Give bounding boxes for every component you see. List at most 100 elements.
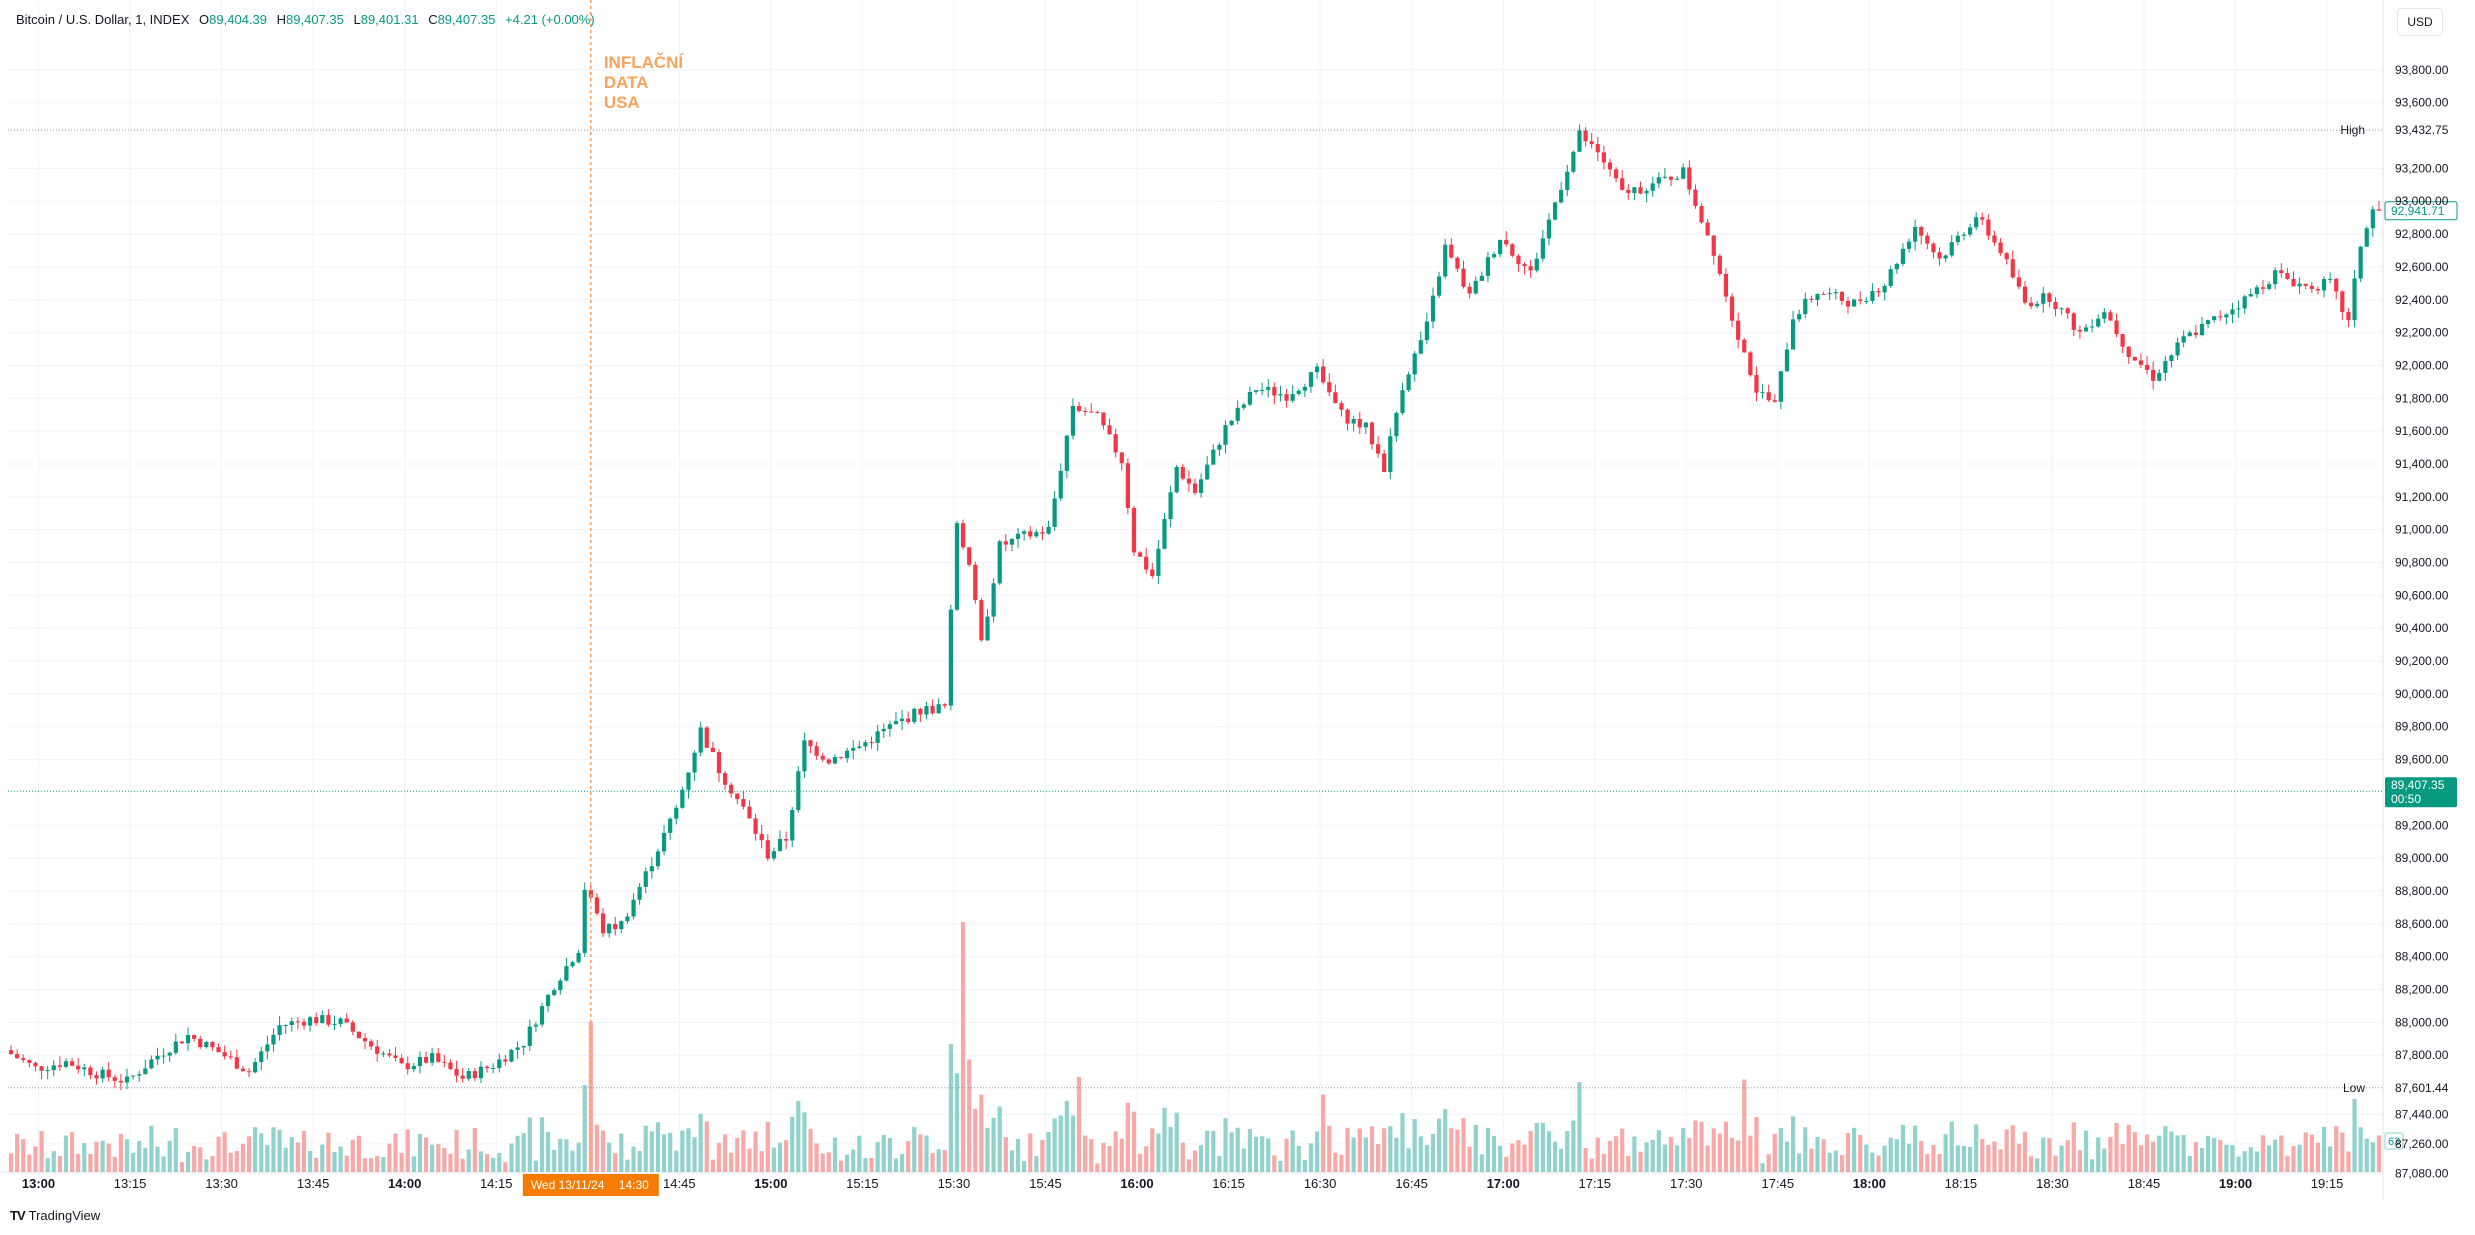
candle-body: [2175, 342, 2180, 356]
low-label: L: [353, 12, 361, 27]
volume-bar: [1736, 1140, 1741, 1172]
date-label: Wed 13/11/24: [531, 1178, 605, 1192]
high-value: 89,407.35: [286, 12, 344, 27]
candle-body: [1009, 538, 1015, 545]
candle-body: [539, 1006, 545, 1025]
candle-body: [582, 889, 587, 953]
candle-body: [1089, 411, 1094, 413]
volume-bar: [997, 1106, 1002, 1172]
open-value: 89,404.39: [209, 12, 267, 27]
candle-body: [1369, 422, 1375, 445]
candle-body: [1382, 453, 1387, 473]
volume-bar: [875, 1142, 880, 1172]
volume-bar: [1876, 1155, 1881, 1172]
candle-body: [1321, 366, 1326, 383]
volume-bar: [472, 1128, 477, 1172]
candle-body: [423, 1056, 429, 1063]
candle-body: [2090, 326, 2095, 328]
candle-body: [1589, 141, 1594, 145]
candle-body: [1473, 280, 1478, 294]
volume-bar: [1272, 1155, 1277, 1172]
candle-body: [887, 724, 892, 729]
candle-body: [1168, 492, 1173, 520]
candle-body: [106, 1069, 111, 1078]
volume-bar: [1821, 1139, 1826, 1172]
volume-bar: [100, 1140, 105, 1172]
volume-bar: [1064, 1100, 1069, 1172]
volume-bar: [1345, 1127, 1350, 1172]
volume-bar: [2138, 1145, 2144, 1172]
volume-bar: [399, 1152, 404, 1172]
volume-bar: [2285, 1155, 2290, 1172]
volume-bar: [918, 1134, 923, 1172]
price-axis[interactable]: 93,800.00 93,600.00 93,200.00 93,000.00 92,8…: [2395, 63, 2449, 1181]
volume-bar: [668, 1132, 673, 1172]
candle-body: [2279, 270, 2284, 274]
time-tick-label: 18:30: [2036, 1176, 2069, 1191]
volume-bar: [704, 1121, 709, 1172]
time-tick-label: 17:00: [1487, 1176, 1520, 1191]
volume-bar: [1162, 1107, 1167, 1172]
volume-bar: [747, 1148, 752, 1172]
candle-body: [1845, 300, 1851, 307]
candle-body: [1235, 407, 1240, 421]
currency-button[interactable]: USD: [2397, 8, 2443, 36]
candle-body: [2340, 291, 2345, 313]
volume-bar: [1070, 1115, 1076, 1172]
candle-body: [936, 704, 941, 714]
candle-body: [399, 1057, 404, 1064]
volume-bar: [15, 1133, 20, 1172]
candle-body: [1028, 531, 1033, 537]
candle-body: [1797, 314, 1802, 320]
volume-bar: [76, 1153, 81, 1172]
volume-bar: [436, 1144, 441, 1172]
volume-bar: [2016, 1143, 2021, 1172]
volume-bar: [954, 1073, 960, 1172]
volume-bar: [1687, 1137, 1692, 1172]
candle-body: [1980, 217, 1985, 220]
volume-bar: [631, 1146, 636, 1172]
volume-bar: [381, 1157, 386, 1172]
volume-bar: [1662, 1144, 1668, 1172]
volume-bar: [448, 1153, 453, 1172]
candle-body: [1784, 349, 1790, 372]
low-value: 89,401.31: [360, 12, 419, 27]
volume-bar: [637, 1150, 642, 1172]
volume-bar: [1974, 1124, 1979, 1172]
close-label: C: [428, 12, 438, 27]
candle-body: [600, 913, 606, 934]
volume-bar: [1113, 1131, 1118, 1172]
legend-header: Bitcoin / U.S. Dollar, 1, INDEX O89,404.…: [16, 12, 595, 27]
candle-body: [2138, 360, 2144, 365]
candle-body: [222, 1052, 227, 1057]
volume-bar: [1369, 1126, 1375, 1172]
volume-bar: [1205, 1130, 1210, 1172]
candle-body: [15, 1053, 20, 1059]
tradingview-logo[interactable]: TV TradingView: [10, 1208, 100, 1223]
volume-bar: [960, 922, 966, 1172]
volume-bar: [1552, 1141, 1558, 1172]
candle-body: [1992, 235, 1997, 243]
volume-bar: [1992, 1141, 1997, 1172]
candle-body: [1534, 258, 1539, 271]
crosshair-price-value: 92,941.71: [2391, 204, 2445, 218]
candle-body: [149, 1059, 154, 1069]
candle-body: [1693, 189, 1698, 206]
time-tick-label: 18:45: [2128, 1176, 2161, 1191]
candle-body: [826, 759, 831, 764]
volume-bar: [192, 1146, 197, 1172]
candle-body: [631, 899, 636, 917]
candle-body: [753, 818, 758, 834]
candle-body: [991, 583, 996, 617]
time-axis[interactable]: 13:00 13:15 13:30 13:45 14:00 14:15 14:45 15:00…: [22, 1176, 2343, 1191]
price-tick-label: 91,000.00: [2395, 523, 2449, 537]
candle-body: [1150, 569, 1155, 576]
price-tick-label: 87,440.00: [2395, 1107, 2449, 1121]
volume-bar: [692, 1137, 697, 1172]
volume-bar: [1748, 1135, 1753, 1172]
candle-body: [906, 718, 911, 722]
time-tick-label: 14:45: [663, 1176, 696, 1191]
candle-body: [69, 1061, 75, 1066]
volume-bar: [1003, 1137, 1008, 1172]
